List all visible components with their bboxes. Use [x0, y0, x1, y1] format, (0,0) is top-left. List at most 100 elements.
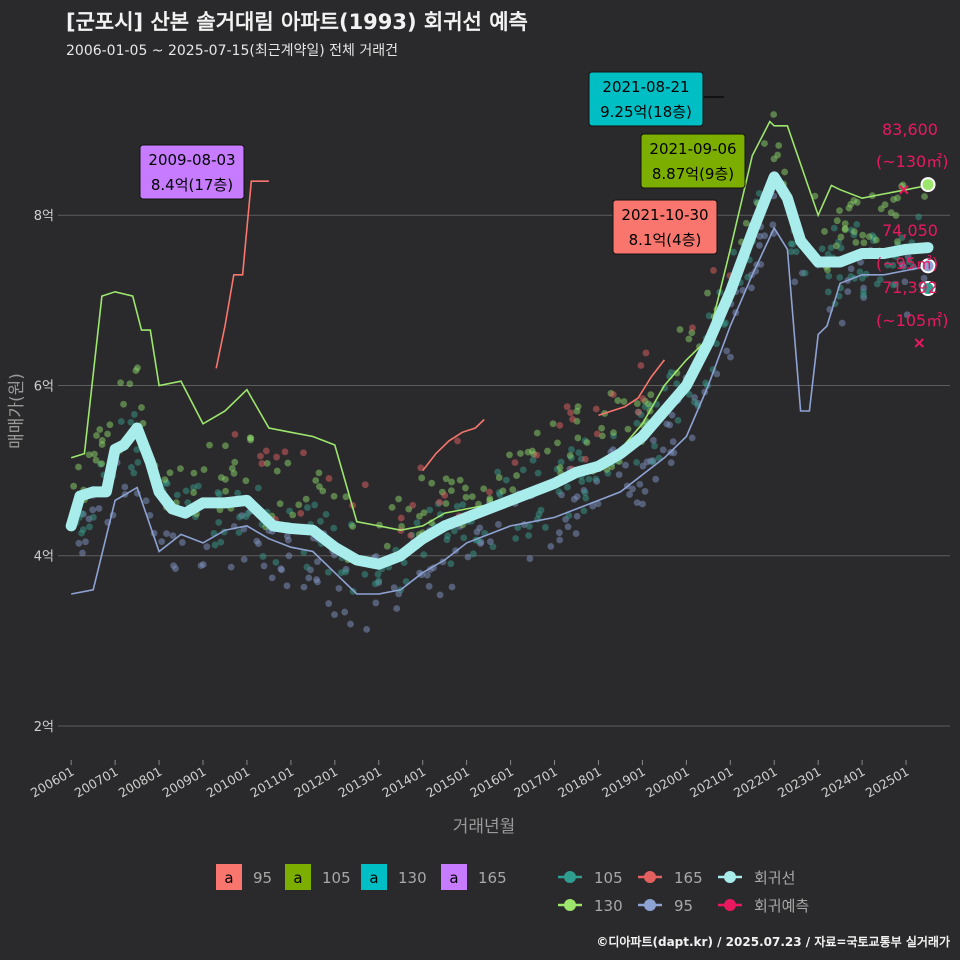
scatter-point-105 — [453, 503, 461, 510]
scatter-point-95 — [423, 571, 431, 579]
scatter-point-95 — [636, 480, 644, 488]
scatter-point-95 — [142, 497, 150, 505]
scatter-point-130 — [96, 426, 104, 433]
scatter-point-105 — [272, 558, 280, 566]
scatter-point-130 — [761, 140, 768, 147]
forecast-point-95 — [920, 258, 936, 274]
scatter-point-130 — [877, 205, 885, 213]
scatter-point-105 — [489, 543, 497, 551]
scatter-point-130 — [845, 204, 853, 212]
scatter-point-130 — [824, 266, 831, 274]
scatter-point-130 — [120, 400, 127, 408]
legend-box-label: 130 — [398, 869, 427, 887]
scatter-point-165 — [563, 403, 571, 411]
scatter-point-95 — [253, 537, 261, 545]
scatter-point-130 — [330, 492, 338, 500]
scatter-point-130 — [495, 474, 503, 481]
annotation-2021-08-21: 2021-08-21 9.25억(18층) — [588, 71, 704, 127]
scatter-point-130 — [770, 155, 778, 163]
scatter-point-95 — [573, 493, 581, 501]
scatter-point-130 — [513, 472, 520, 479]
scatter-point-105 — [259, 553, 267, 560]
chart-title: [군포시] 산본 솔거대림 아파트(1993) 회귀선 예측 — [66, 10, 528, 34]
data-credit: ©디아파트(dapt.kr) / 2025.07.23 / 자료=국토교통부 실… — [596, 935, 950, 949]
scatter-point-130 — [117, 379, 125, 387]
forecast-area-label: (~105㎡) — [876, 311, 948, 330]
scatter-point-95 — [668, 411, 676, 419]
scatter-point-95 — [197, 562, 205, 570]
scatter-point-130 — [685, 335, 693, 343]
scatter-point-130 — [833, 217, 841, 225]
annotation-price: 8.87억(9층) — [652, 165, 734, 183]
scatter-point-130 — [544, 447, 551, 455]
annotation-price: 9.25억(18층) — [600, 103, 692, 121]
scatter-point-130 — [480, 485, 488, 493]
scatter-point-165 — [397, 514, 405, 522]
scatter-point-165 — [639, 395, 647, 403]
scatter-point-165 — [407, 532, 415, 539]
scatter-point-95 — [425, 582, 433, 590]
scatter-point-130 — [821, 228, 828, 235]
scatter-point-105 — [447, 560, 455, 568]
scatter-point-95 — [393, 605, 401, 612]
x-tick-label: 202301 — [775, 764, 824, 801]
scatter-point-105 — [730, 248, 737, 256]
scatter-point-130 — [206, 441, 213, 449]
scatter-point-130 — [524, 448, 532, 456]
scatter-point-95 — [75, 539, 83, 547]
scatter-point-105 — [182, 487, 190, 495]
scatter-point-130 — [418, 474, 426, 482]
scatter-point-105 — [337, 569, 345, 577]
scatter-point-95 — [555, 529, 563, 537]
scatter-point-105 — [744, 273, 752, 281]
scatter-point-130 — [161, 476, 169, 484]
scatter-point-95 — [641, 487, 649, 495]
scatter-point-130 — [647, 391, 655, 399]
scatter-point-105 — [317, 517, 324, 525]
scatter-point-105 — [242, 513, 250, 521]
scatter-point-95 — [331, 611, 338, 618]
scatter-point-165 — [581, 455, 589, 463]
scatter-point-165 — [454, 437, 461, 445]
scatter-point-165 — [300, 449, 307, 457]
scatter-point-105 — [420, 551, 428, 559]
y-tick-label: 4억 — [34, 550, 54, 565]
regression-path — [65, 171, 934, 570]
scatter-point-105 — [755, 190, 763, 197]
scatter-point-130 — [92, 456, 100, 464]
scatter-point-95 — [547, 542, 555, 550]
scatter-point-130 — [574, 434, 582, 442]
scatter-point-95 — [652, 475, 660, 483]
legend-box-glyph: a — [449, 869, 458, 887]
scatter-point-130 — [395, 495, 403, 503]
legend-box-165 — [441, 864, 467, 890]
scatter-point-130 — [93, 432, 100, 439]
scatter-point-105 — [322, 511, 330, 518]
scatter-point-165 — [436, 498, 443, 506]
legend-box-glyph: a — [369, 869, 378, 887]
scatter-point-165 — [689, 324, 696, 332]
scatter-point-130 — [315, 469, 323, 477]
annotation-price: 8.1억(4층) — [629, 231, 702, 249]
scatter-point-95 — [688, 434, 696, 442]
scatter-point-130 — [273, 467, 281, 475]
scatter-point-105 — [713, 340, 720, 348]
scatter-point-95 — [268, 574, 276, 582]
scatter-point-95 — [277, 565, 285, 573]
scatter-point-105 — [128, 464, 135, 471]
scatter-point-105 — [426, 506, 434, 514]
scatter-point-95 — [615, 471, 623, 479]
scatter-point-130 — [442, 475, 450, 483]
scatter-point-105 — [565, 512, 573, 519]
scatter-point-165 — [637, 362, 645, 369]
scatter-point-130 — [106, 421, 114, 429]
scatter-point-95 — [300, 583, 308, 591]
scatter-point-105 — [130, 469, 138, 477]
forecast-x-mark — [914, 338, 924, 348]
scatter-point-105 — [889, 281, 897, 289]
scatter-point-105 — [789, 240, 797, 248]
scatter-point-165 — [592, 405, 600, 413]
scatter-point-130 — [177, 465, 184, 473]
scatter-point-95 — [163, 530, 170, 538]
scatter-point-105 — [214, 489, 222, 496]
